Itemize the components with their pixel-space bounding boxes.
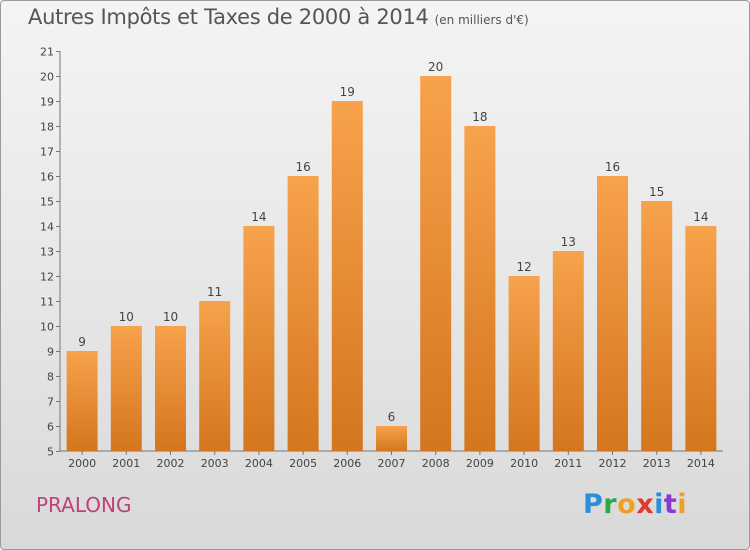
chart-unit: (en milliers d'€)	[434, 13, 529, 27]
x-tick-label: 2013	[643, 457, 671, 470]
bar	[287, 176, 319, 451]
y-tick-label: 13	[40, 246, 54, 259]
x-tick-label: 2014	[687, 457, 715, 470]
y-tick-label: 8	[47, 371, 54, 384]
logo-letter: t	[663, 489, 678, 520]
y-tick-label: 12	[40, 271, 54, 284]
y-tick-label: 21	[40, 46, 54, 59]
x-tick-label: 2007	[378, 457, 406, 470]
logo-letter: x	[636, 489, 655, 520]
y-tick-label: 16	[40, 171, 54, 184]
x-tick-label: 2008	[422, 457, 450, 470]
y-tick-label: 9	[47, 346, 54, 359]
bar	[685, 226, 717, 451]
logo-letter: o	[617, 489, 637, 520]
y-tick-label: 7	[47, 396, 54, 409]
bar	[508, 276, 540, 451]
data-label: 14	[251, 210, 266, 224]
bar	[199, 301, 231, 451]
data-label: 13	[561, 235, 576, 249]
y-tick-label: 14	[40, 221, 54, 234]
logo-letter: i	[654, 489, 664, 520]
x-tick-label: 2002	[157, 457, 185, 470]
chart-title-text: Autres Impôts et Taxes de 2000 à 2014	[28, 5, 429, 29]
data-label: 11	[207, 285, 222, 299]
logo-letter: i	[677, 489, 688, 520]
data-label: 16	[295, 160, 310, 174]
data-label: 18	[472, 110, 487, 124]
bar	[155, 326, 186, 451]
data-label: 10	[119, 310, 134, 324]
x-tick-label: 2010	[510, 457, 538, 470]
x-tick-label: 2001	[112, 457, 140, 470]
proxiti-logo: Proxiti	[583, 489, 687, 520]
bar	[66, 351, 98, 451]
data-label: 14	[693, 210, 708, 224]
bar	[376, 426, 407, 451]
data-label: 6	[388, 410, 396, 424]
bar	[552, 251, 584, 451]
data-label: 9	[78, 335, 86, 349]
data-label: 12	[516, 260, 531, 274]
x-tick-label: 2003	[201, 457, 229, 470]
bar	[331, 101, 363, 451]
bar	[110, 326, 142, 451]
y-tick-label: 20	[40, 71, 54, 84]
bar	[641, 201, 673, 451]
bar	[243, 226, 275, 451]
x-tick-label: 2011	[554, 457, 582, 470]
logo-letter: r	[603, 489, 618, 520]
data-label: 20	[428, 60, 443, 74]
y-tick-label: 11	[40, 296, 54, 309]
y-tick-label: 5	[47, 446, 54, 459]
y-tick-label: 17	[40, 146, 54, 159]
chart-title: Autres Impôts et Taxes de 2000 à 2014 (en…	[28, 5, 529, 29]
y-tick-label: 19	[40, 96, 54, 109]
y-tick-label: 10	[40, 321, 54, 334]
logo-letter: P	[583, 489, 604, 520]
bar	[464, 126, 496, 451]
bar	[420, 76, 452, 451]
data-label: 19	[340, 85, 355, 99]
commune-name: PRALONG	[36, 493, 132, 517]
data-label: 10	[163, 310, 178, 324]
x-tick-label: 2005	[289, 457, 317, 470]
data-label: 15	[649, 185, 664, 199]
bar	[597, 176, 628, 451]
x-tick-label: 2000	[68, 457, 96, 470]
x-tick-label: 2006	[333, 457, 361, 470]
y-tick-label: 18	[40, 121, 54, 134]
x-tick-label: 2004	[245, 457, 273, 470]
x-tick-label: 2009	[466, 457, 494, 470]
x-tick-label: 2012	[599, 457, 627, 470]
y-tick-label: 15	[40, 196, 54, 209]
y-tick-label: 6	[47, 421, 54, 434]
data-label: 16	[605, 160, 620, 174]
